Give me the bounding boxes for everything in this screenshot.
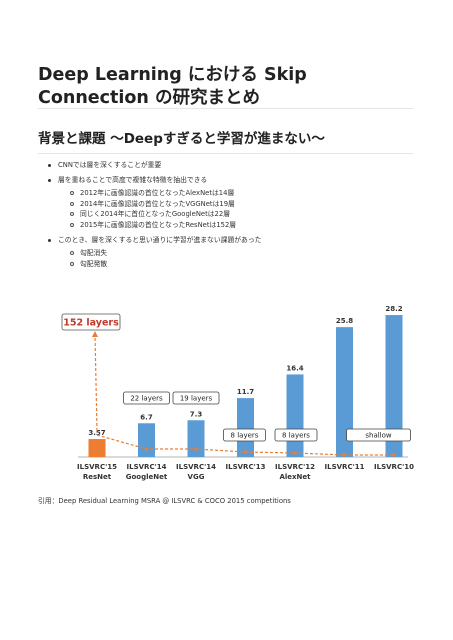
sub-bullet-list: 勾配消失 勾配発散 — [70, 248, 418, 269]
x-tick-sublabel: AlexNet — [279, 473, 311, 481]
x-tick-label: ILSVRC'15 — [77, 463, 117, 471]
bar — [237, 398, 254, 457]
layer-pointer-line — [94, 333, 98, 432]
ilsvrc-bar-chart: 3.57 6.7 7.3 11.7 16.4 25.8 28.2 ILSVRC'15 ResNe… — [61, 305, 414, 481]
x-tick-label: ILSVRC'14 — [176, 463, 216, 471]
section-heading: 背景と課題 ～Deepすぎると学習が進まない～ — [38, 131, 325, 147]
title-divider — [38, 108, 413, 109]
sub-list-item: 2015年に画像認識の首位となったResNetは152層 — [70, 220, 418, 231]
bullet-list: CNNでは層を深くすることが重要 層を重ねることで高度で複雑な特徴を抽出できる … — [48, 160, 418, 274]
bullet-text: このとき、層を深くすると思い通りに学習が進まない課題があった — [58, 236, 262, 244]
layer-label-box — [274, 428, 318, 442]
bar — [336, 327, 353, 457]
bar-value-label: 25.8 — [336, 317, 353, 325]
x-tick-sublabel: VGG — [188, 473, 205, 481]
trend-point — [194, 447, 198, 451]
trend-point — [342, 453, 347, 457]
sub-list-item: 2012年に画像認識の首位となったAlexNetは14層 — [70, 188, 418, 199]
list-item: 層を重ねることで高度で複雑な特徴を抽出できる 2012年に画像認識の首位となった… — [48, 175, 418, 230]
sub-bullet-list: 2012年に画像認識の首位となったAlexNetは14層 2014年に画像認識の… — [70, 188, 418, 230]
bar — [286, 374, 304, 457]
page-title: Deep Learning における Skip Connection の研究まと… — [38, 65, 307, 108]
bar — [385, 315, 403, 457]
sub-list-item: 勾配消失 — [70, 248, 418, 259]
layer-label: 19 layers — [180, 395, 213, 403]
sub-list-item: 勾配発散 — [70, 259, 418, 270]
layer-label-box — [123, 391, 170, 405]
bullet-text: 層を重ねることで高度で複雑な特徴を抽出できる — [58, 176, 208, 184]
bar-value-label: 3.57 — [88, 429, 105, 437]
list-item: このとき、層を深くすると思い通りに学習が進まない課題があった 勾配消失 勾配発散 — [48, 235, 418, 269]
bar — [138, 423, 155, 457]
trend-point — [243, 450, 248, 454]
layer-label-box — [172, 391, 220, 405]
trend-point — [392, 453, 396, 457]
layer-label: 8 layers — [231, 432, 259, 440]
layer-label-box — [346, 428, 411, 442]
trend-point — [293, 451, 297, 455]
list-item: CNNでは層を深くすることが重要 — [48, 160, 418, 170]
x-tick-sublabel: ResNet — [83, 473, 112, 481]
bar-value-label: 16.4 — [286, 364, 303, 372]
x-tick-label: ILSVRC'12 — [275, 463, 315, 471]
sub-list-item: 同じく2014年に首位となったGoogleNetは22層 — [70, 209, 418, 220]
bullet-text: CNNでは層を深くすることが重要 — [58, 161, 162, 169]
layer-label: 152 layers — [63, 318, 119, 329]
layer-label: shallow — [365, 432, 392, 440]
bar-value-label: 28.2 — [385, 305, 402, 313]
layer-label: 22 layers — [130, 395, 163, 403]
section-divider — [38, 153, 413, 154]
bar-value-label: 11.7 — [237, 388, 254, 396]
bar — [187, 420, 205, 457]
x-tick-label: ILSVRC'11 — [325, 463, 365, 471]
bar-value-label: 7.3 — [190, 410, 203, 418]
sub-list-item: 2014年に画像認識の首位となったVGGNetは19層 — [70, 199, 418, 210]
x-tick-label: ILSVRC'10 — [374, 463, 414, 471]
x-tick-sublabel: GoogleNet — [126, 473, 168, 481]
layer-label-box — [223, 428, 266, 442]
x-tick-label: ILSVRC'13 — [226, 463, 266, 471]
bar-value-label: 6.7 — [140, 413, 153, 421]
layer-label-box — [61, 313, 121, 331]
layer-pointer-arrow — [92, 331, 98, 337]
x-tick-label: ILSVRC'14 — [127, 463, 167, 471]
citation: 引用：Deep Residual Learning MSRA @ ILSVRC … — [38, 497, 291, 505]
bar — [88, 439, 106, 457]
trend-point — [144, 447, 149, 451]
layer-label: 8 layers — [282, 432, 310, 440]
